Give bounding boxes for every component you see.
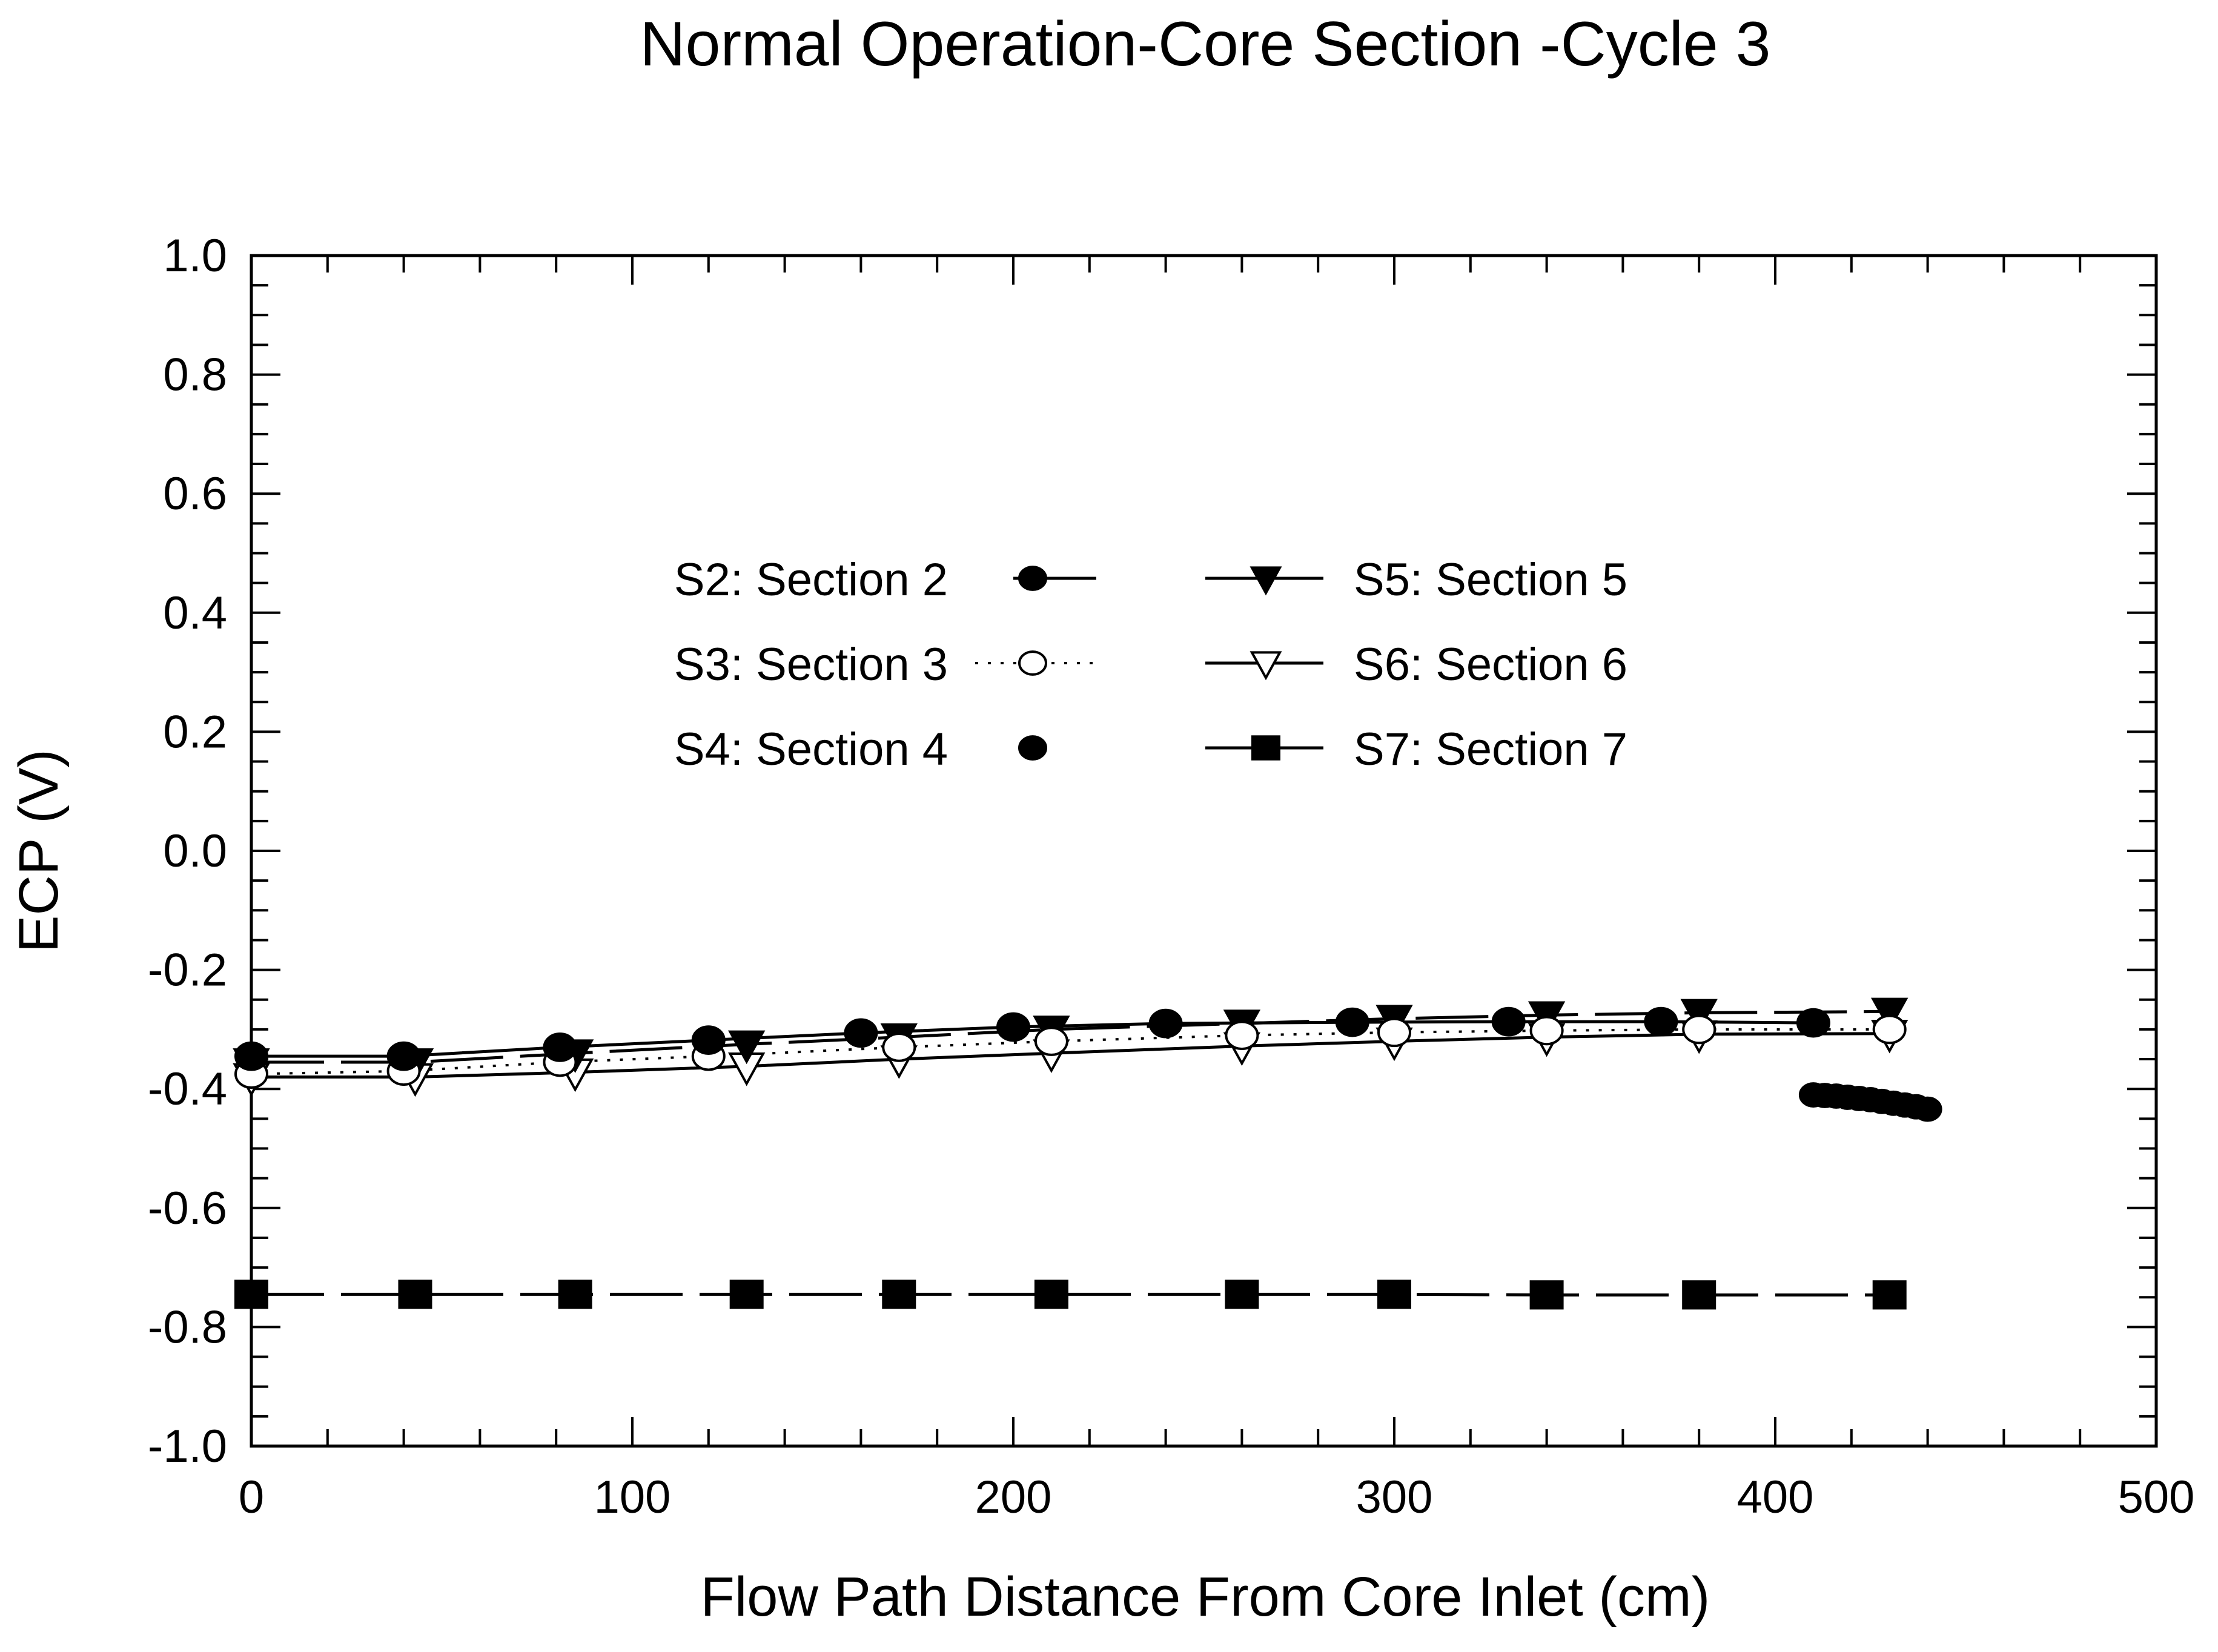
data-point — [398, 1280, 432, 1309]
legend-label: S3: Section 3 — [674, 639, 948, 690]
legend-marker — [1018, 566, 1047, 591]
y-tick-label: -0.6 — [148, 1183, 227, 1234]
y-tick-label: 0.4 — [163, 587, 227, 639]
legend-entry: S4: Section 4 — [674, 724, 1047, 775]
x-tick-label: 100 — [594, 1472, 671, 1523]
y-tick-label: -1.0 — [148, 1421, 227, 1472]
legend-marker — [1018, 650, 1047, 676]
data-point — [1682, 1014, 1716, 1045]
legend: S2: Section 2 S3: Section 3 S4: Section 4 S… — [674, 554, 1627, 775]
y-tick-label: 1.0 — [163, 230, 227, 282]
data-point — [1682, 1280, 1716, 1310]
data-point — [386, 1041, 421, 1071]
legend-entry: S3: Section 3 — [674, 639, 1096, 690]
x-tick-label: 400 — [1737, 1472, 1814, 1523]
data-point — [728, 1030, 766, 1065]
data-point — [882, 1280, 916, 1309]
data-point — [1491, 1006, 1526, 1037]
data-point — [691, 1025, 726, 1055]
data-point — [882, 1032, 916, 1062]
data-point — [234, 1280, 268, 1309]
chart-title: Normal Operation-Core Section -Cycle 3 — [640, 9, 1771, 79]
data-point — [543, 1032, 577, 1062]
series-line — [251, 1009, 1890, 1064]
y-tick-label: -0.4 — [148, 1063, 227, 1115]
x-tick-label: 300 — [1356, 1472, 1433, 1523]
data-point — [1529, 1280, 1564, 1310]
y-tick-label: 0.0 — [163, 825, 227, 877]
x-axis-label: Flow Path Distance From Core Inlet (cm) — [701, 1566, 1710, 1628]
legend-entry: S7: Section 7 — [1205, 724, 1627, 775]
legend-label: S6: Section 6 — [1354, 639, 1627, 690]
y-tick-label: 0.8 — [163, 349, 227, 401]
data-point — [1034, 1026, 1068, 1056]
series-line — [251, 1028, 1890, 1075]
data-point — [1871, 997, 1908, 1032]
legend-label: S4: Section 4 — [674, 724, 948, 775]
data-point — [729, 1280, 764, 1309]
x-tick-label: 200 — [975, 1472, 1052, 1523]
data-point — [1148, 1008, 1183, 1039]
data-point — [1377, 1280, 1411, 1309]
x-tick-label: 500 — [2118, 1472, 2195, 1523]
legend-label: S5: Section 5 — [1354, 554, 1627, 606]
data-point — [996, 1012, 1030, 1042]
x-tick-label: 0 — [239, 1472, 264, 1523]
series-line — [251, 1292, 1890, 1297]
data-point — [234, 1041, 268, 1071]
legend-label: S2: Section 2 — [674, 554, 948, 606]
legend-entry: S2: Section 2 — [674, 554, 1096, 606]
data-point — [1913, 1096, 1942, 1122]
legend-label: S7: Section 7 — [1354, 724, 1627, 775]
data-point — [1335, 1007, 1369, 1037]
y-tick-label: 0.6 — [163, 468, 227, 520]
legend-entry: S6: Section 6 — [1205, 639, 1627, 690]
data-point — [1872, 1280, 1907, 1310]
y-tick-label: -0.2 — [148, 945, 227, 996]
y-axis-label: ECP (V) — [8, 749, 70, 953]
data-point — [1644, 1006, 1678, 1037]
y-tick-label: 0.2 — [163, 706, 227, 758]
data-point — [1225, 1020, 1259, 1051]
legend-marker — [1018, 735, 1047, 761]
legend-marker — [1251, 735, 1280, 761]
data-point — [844, 1018, 878, 1048]
data-point — [1377, 1017, 1411, 1048]
data-point — [558, 1280, 592, 1309]
data-point — [1796, 1008, 1830, 1038]
y-tick-label: -0.8 — [148, 1301, 227, 1353]
data-point — [1872, 1014, 1907, 1045]
plot-area: 0 100 200 300 400 500 1.0 0.8 0.6 0.4 0.2 0.0 -0.2 -0… — [148, 230, 2194, 1523]
legend-marker — [1250, 566, 1282, 596]
legend-entry: S5: Section 5 — [1205, 554, 1627, 606]
data-point — [1225, 1280, 1259, 1309]
legend-marker — [1250, 651, 1282, 681]
data-point — [1034, 1280, 1068, 1309]
data-point — [1529, 1016, 1564, 1046]
